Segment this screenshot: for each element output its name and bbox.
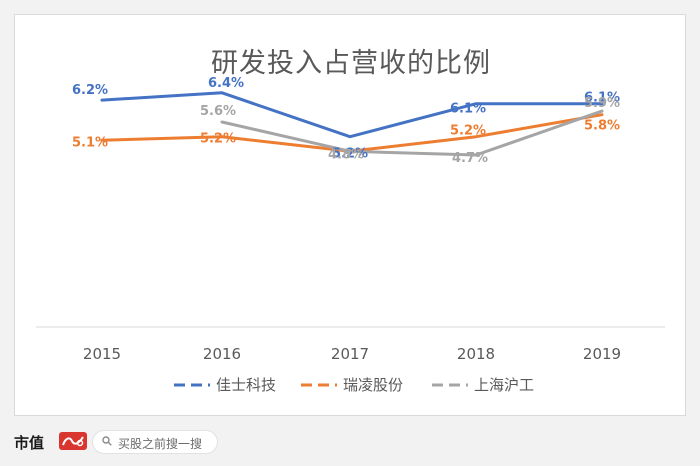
- data-label: 4.7%: [452, 151, 488, 166]
- series-line: [100, 91, 604, 139]
- chart-frame: 2015 2016 2017 2018 2019 6.2% 6.4% 5.2% 6.1% 6.1%…: [14, 14, 686, 416]
- footer-bar: 市值 买股之前搜一搜: [0, 422, 700, 466]
- chart-title: 研发投入占营收的比例: [211, 48, 491, 79]
- legend-label: 瑞凌股份: [343, 376, 403, 394]
- search-placeholder: 买股之前搜一搜: [118, 437, 203, 451]
- line-chart: 2015 2016 2017 2018 2019 6.2% 6.4% 5.2% 6.1% 6.1%…: [36, 76, 665, 394]
- legend-label: 上海沪工: [474, 376, 534, 394]
- data-label: 6.4%: [208, 76, 244, 91]
- data-label: 5.8%: [584, 119, 620, 134]
- data-label: 5.2%: [332, 147, 368, 162]
- search-icon: [102, 436, 112, 446]
- x-tick-label: 2015: [83, 345, 121, 363]
- data-label: 5.9%: [584, 96, 620, 111]
- brand-name: 市值: [14, 434, 45, 452]
- x-tick-label: 2016: [203, 345, 241, 363]
- data-label: 5.6%: [200, 104, 236, 119]
- data-label: 5.2%: [450, 124, 486, 139]
- data-label: 6.1%: [584, 91, 620, 106]
- data-label: 6.1%: [450, 102, 486, 117]
- data-label: 5.1%: [72, 135, 108, 150]
- search-box[interactable]: 买股之前搜一搜: [92, 430, 218, 454]
- series-line: [220, 109, 604, 157]
- x-tick-label: 2019: [583, 345, 621, 363]
- data-label: 6.2%: [72, 83, 108, 98]
- legend-label: 佳士科技: [216, 376, 276, 394]
- brand-logo-icon: [59, 432, 87, 450]
- data-label: 5.2%: [200, 132, 236, 147]
- x-tick-label: 2017: [331, 345, 369, 363]
- data-label: 4.8%: [328, 147, 364, 162]
- x-tick-label: 2018: [457, 345, 495, 363]
